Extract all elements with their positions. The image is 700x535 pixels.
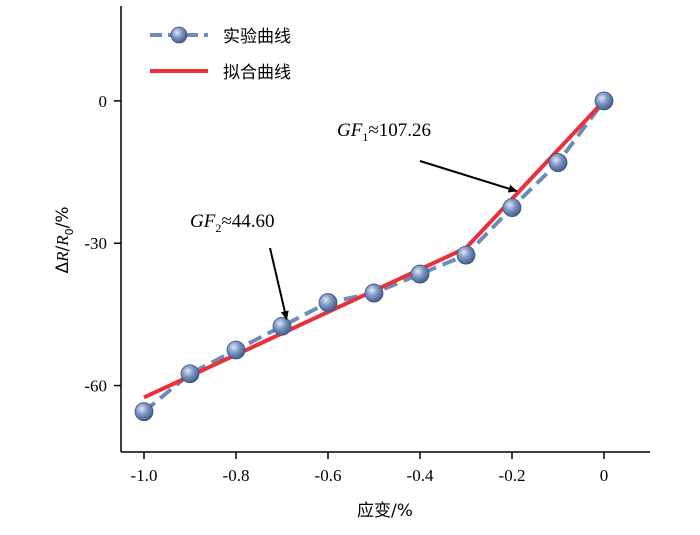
annotation-gf1: GF1≈107.26 (337, 120, 431, 144)
series-fitted-line (143, 99, 606, 400)
data-point (410, 264, 430, 284)
data-point (226, 340, 246, 360)
svg-text:ΔR/R0/%: ΔR/R0/% (53, 206, 76, 273)
annotation-gf2: GF2≈44.60 (190, 211, 275, 235)
data-point (364, 283, 384, 303)
x-tick-label: -0.6 (315, 466, 342, 485)
annotation-arrow (269, 247, 289, 321)
y-tick-label: -60 (84, 377, 107, 396)
data-point (318, 293, 338, 312)
data-point (502, 198, 522, 218)
data-point (594, 91, 614, 111)
legend-label-experimental: 实验曲线 (223, 27, 291, 47)
legend: 实验曲线 拟合曲线 (150, 26, 291, 83)
x-tick-label: -0.2 (499, 466, 526, 485)
axes (120, 6, 650, 453)
data-point (272, 316, 292, 336)
x-tick-label: -0.4 (407, 466, 434, 485)
y-axis-title: ΔR/R0/% (53, 206, 76, 273)
y-title-unit: /% (53, 206, 73, 228)
ticks: -1.0 -0.8 -0.6 -0.4 -0.2 0 0 -30 -60 (84, 92, 608, 485)
data-point (134, 402, 154, 422)
legend-label-fitted: 拟合曲线 (223, 63, 291, 83)
x-tick-label: -0.8 (223, 466, 250, 485)
legend-item-fitted: 拟合曲线 (150, 63, 291, 83)
y-title-sub: 0 (63, 228, 76, 235)
x-tick-label: -1.0 (131, 466, 158, 485)
y-tick-label: -30 (84, 234, 107, 253)
x-tick-label: 0 (600, 466, 609, 485)
data-point (180, 364, 200, 384)
data-point (548, 153, 568, 172)
annotations: GF1≈107.26 GF2≈44.60 (190, 120, 518, 321)
data-point (456, 245, 476, 265)
y-title-slash: / (53, 245, 73, 251)
annotation-arrow (419, 160, 518, 193)
series-layer (134, 91, 614, 422)
x-axis-title: 应变/% (357, 501, 413, 521)
y-title-r0: R (53, 235, 72, 247)
y-title-r: R (53, 251, 72, 263)
y-title-delta: Δ (53, 262, 73, 274)
legend-item-experimental: 实验曲线 (150, 26, 291, 47)
legend-marker-icon (170, 26, 188, 44)
y-tick-label: 0 (99, 92, 108, 111)
